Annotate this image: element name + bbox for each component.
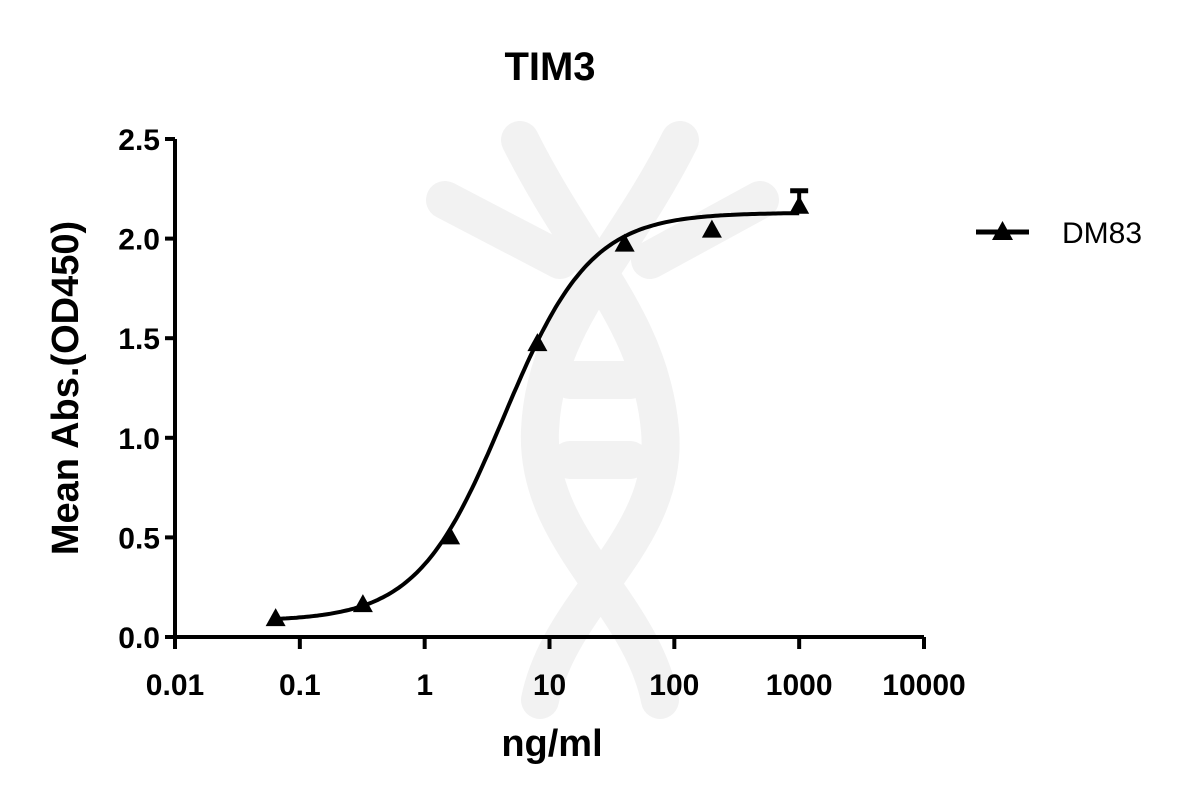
legend: DM83 [976,217,1142,250]
y-tick-label: 2.5 [118,124,160,157]
y-tick-label: 2.0 [118,224,160,257]
triangle-marker-icon [614,233,635,252]
y-axis-label: Mean Abs.(OD450) [45,221,87,555]
x-tick-label: 10000 [882,669,965,702]
axes: 0.0 0.5 1.0 1.5 2.0 2.5 0.01 0.1 1 10 100 1000 10000 [118,124,965,702]
x-tick-label: 100 [649,669,699,702]
legend-label: DM83 [1062,217,1142,250]
x-tick-label: 0.1 [279,669,321,702]
x-axis-label: ng/ml [501,723,602,765]
y-tick-label: 1.0 [118,423,160,456]
y-tick-label: 0.5 [118,522,160,555]
y-tick-label: 1.5 [118,323,160,356]
y-tick-label: 0.0 [118,622,160,655]
triangle-marker-icon [701,219,722,238]
chart-title: TIM3 [504,45,595,89]
x-tick-label: 1000 [766,669,833,702]
triangle-marker-icon [789,195,810,214]
triangle-marker-icon [352,594,373,613]
data-points [265,188,810,627]
x-tick-label: 10 [533,669,566,702]
triangle-marker-icon [265,608,286,627]
triangle-marker-icon [527,333,548,352]
triangle-marker-icon [440,526,461,545]
x-tick-label: 0.01 [146,669,204,702]
x-tick-label: 1 [416,669,433,702]
legend-triangle-icon [992,221,1013,240]
